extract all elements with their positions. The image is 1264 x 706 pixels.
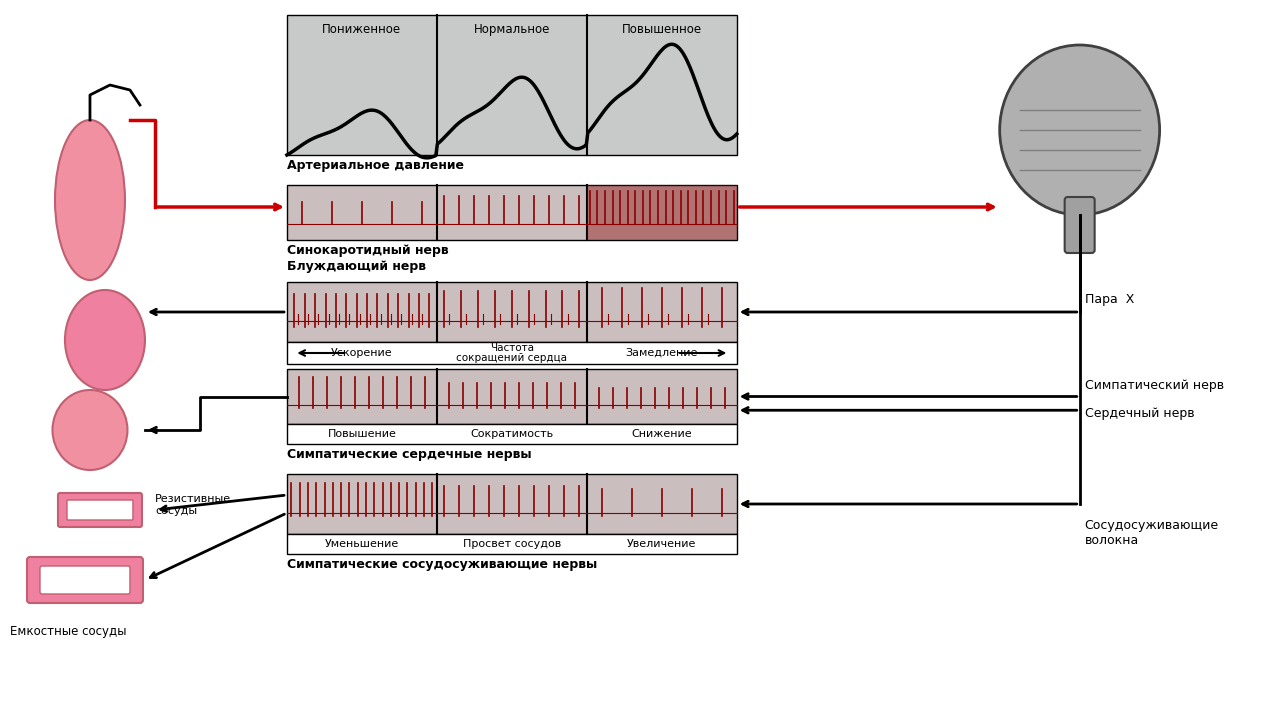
- Text: Блуждающий нерв: Блуждающий нерв: [287, 260, 426, 273]
- Text: Нормальное: Нормальное: [474, 23, 550, 36]
- Bar: [287, 15, 737, 155]
- Bar: [287, 185, 737, 240]
- FancyBboxPatch shape: [58, 493, 142, 527]
- Bar: [287, 342, 737, 364]
- FancyBboxPatch shape: [1064, 197, 1095, 253]
- Text: Просвет сосудов: Просвет сосудов: [463, 539, 561, 549]
- Text: Повышенное: Повышенное: [622, 23, 702, 36]
- Text: Уменьшение: Уменьшение: [325, 539, 399, 549]
- Ellipse shape: [54, 120, 125, 280]
- Text: Повышение: Повышение: [327, 429, 397, 439]
- Text: Симпатический нерв: Симпатический нерв: [1085, 379, 1224, 392]
- Text: Емкостные сосуды: Емкостные сосуды: [10, 625, 126, 638]
- Text: Сердечный нерв: Сердечный нерв: [1085, 407, 1194, 419]
- FancyBboxPatch shape: [67, 500, 133, 520]
- Text: Частота
сокращений сердца: Частота сокращений сердца: [456, 342, 568, 364]
- Text: Артериальное давление: Артериальное давление: [287, 159, 464, 172]
- Text: Симпатические сердечные нервы: Симпатические сердечные нервы: [287, 448, 532, 461]
- Text: Сократимость: Сократимость: [470, 429, 554, 439]
- FancyBboxPatch shape: [27, 557, 143, 603]
- Bar: [287, 369, 737, 424]
- Text: Замедление: Замедление: [626, 348, 698, 358]
- Ellipse shape: [64, 290, 145, 390]
- Text: Пониженное: Пониженное: [322, 23, 402, 36]
- Text: Увеличение: Увеличение: [627, 539, 696, 549]
- Text: Сосудосуживающие
волокна: Сосудосуживающие волокна: [1085, 519, 1218, 547]
- Text: Синокаротидный нерв: Синокаротидный нерв: [287, 244, 449, 257]
- Text: Пара  X: Пара X: [1085, 294, 1134, 306]
- FancyBboxPatch shape: [40, 566, 130, 594]
- Text: Снижение: Снижение: [632, 429, 693, 439]
- Ellipse shape: [1000, 45, 1159, 215]
- Bar: [586, 185, 737, 240]
- Bar: [287, 424, 737, 444]
- Text: Симпатические сосудосуживающие нервы: Симпатические сосудосуживающие нервы: [287, 558, 597, 571]
- Bar: [287, 282, 737, 342]
- Bar: [287, 474, 737, 534]
- Text: Резистивные
сосуды: Резистивные сосуды: [155, 494, 231, 516]
- Bar: [287, 534, 737, 554]
- Ellipse shape: [53, 390, 128, 470]
- Text: Ускорение: Ускорение: [331, 348, 393, 358]
